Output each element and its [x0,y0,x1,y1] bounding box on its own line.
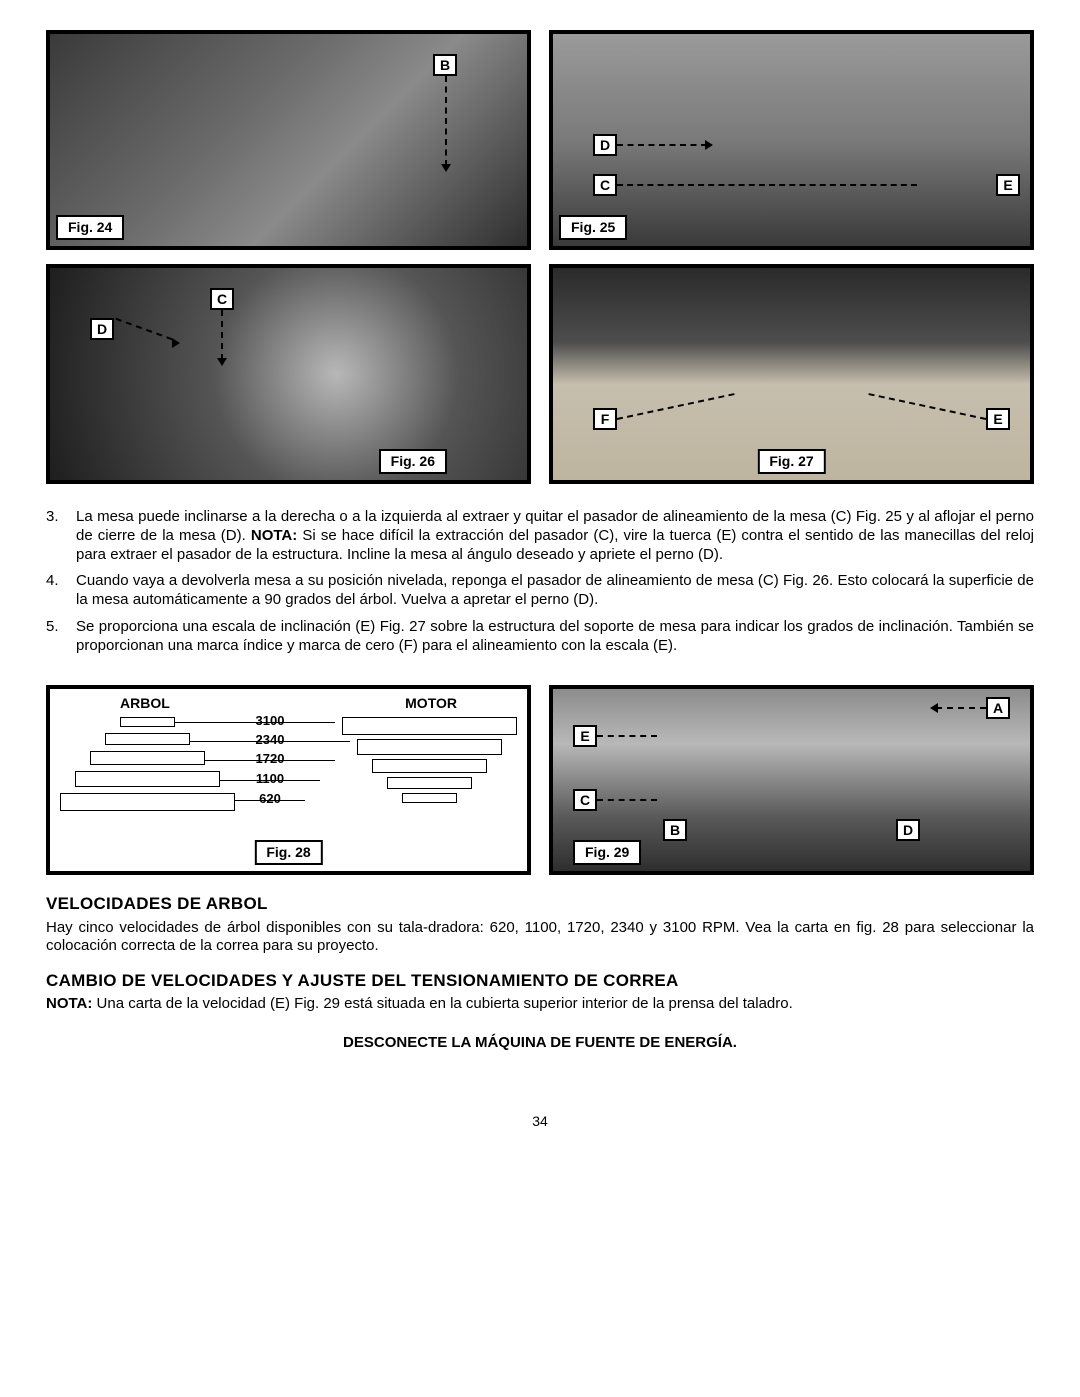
pulley-step [387,777,472,789]
callout-D: D [90,318,114,340]
leader-line [597,799,657,801]
page-number: 34 [46,1113,1034,1131]
leader-line [617,184,917,186]
leader-line [597,735,657,737]
list-item: 3. La mesa puede inclinarse a la derecha… [46,508,1034,564]
speed-value: 3100 [245,713,295,729]
callout-F: F [593,408,617,430]
item-text: La mesa puede inclinarse a la derecha o … [76,508,1034,564]
leader-line [221,310,223,360]
callout-D: D [593,134,617,156]
callout-B: B [433,54,457,76]
pulley-step [357,739,502,755]
figure-label: Fig. 29 [573,840,641,866]
speed-value: 1100 [245,771,295,787]
leader-line [445,76,447,166]
pulley-step [105,733,190,745]
arrowhead-icon [705,140,713,150]
section-body-cambio: NOTA: Una carta de la velocidad (E) Fig.… [46,995,1034,1014]
photo-placeholder [50,268,527,480]
speed-value: 1720 [245,751,295,767]
arrowhead-icon [441,164,451,172]
speed-value: 2340 [245,732,295,748]
figure-29: A E C B D Fig. 29 [549,685,1034,875]
pulley-step [342,717,517,735]
figure-grid-bottom: ARBOL MOTOR 3100 2340 1720 1100 620 [46,685,1034,875]
pulley-step [402,793,457,803]
section-body-velocidades: Hay cinco velocidades de árbol disponibl… [46,919,1034,957]
arbol-label: ARBOL [120,695,170,713]
arrowhead-icon [172,338,180,348]
warning-disconnect: DESCONECTE LA MÁQUINA DE FUENTE DE ENERG… [46,1034,1034,1053]
leader-line [936,707,986,709]
callout-B: B [663,819,687,841]
list-item: 4. Cuando vaya a devolverla mesa a su po… [46,572,1034,610]
figure-label: Fig. 25 [559,215,627,241]
arrowhead-icon [217,358,227,366]
figure-24: B Fig. 24 [46,30,531,250]
figure-28: ARBOL MOTOR 3100 2340 1720 1100 620 [46,685,531,875]
pulley-step [372,759,487,773]
figure-27: F E Fig. 27 [549,264,1034,484]
motor-label: MOTOR [405,695,457,713]
figure-label: Fig. 28 [254,840,322,866]
list-item: 5. Se proporciona una escala de inclinac… [46,618,1034,656]
callout-D: D [896,819,920,841]
arrowhead-icon [930,703,938,713]
callout-A: A [986,697,1010,719]
item-number: 5. [46,618,76,656]
leader-line [617,144,707,146]
speed-value: 620 [245,791,295,807]
figure-25: D C E Fig. 25 [549,30,1034,250]
pulley-step [75,771,220,787]
callout-E: E [996,174,1020,196]
item-text: Se proporciona una escala de inclinación… [76,618,1034,656]
figure-label: Fig. 26 [379,449,447,475]
figure-26: C D Fig. 26 [46,264,531,484]
callout-E: E [573,725,597,747]
figure-grid-top: B Fig. 24 D C E Fig. 25 C D Fig. 26 F E … [46,30,1034,484]
callout-C: C [593,174,617,196]
item-text: Cuando vaya a devolverla mesa a su posic… [76,572,1034,610]
item-number: 3. [46,508,76,564]
callout-C: C [210,288,234,310]
section-heading-velocidades: VELOCIDADES DE ARBOL [46,893,1034,914]
pulley-step [90,751,205,765]
item-number: 4. [46,572,76,610]
callout-C: C [573,789,597,811]
instruction-list: 3. La mesa puede inclinarse a la derecha… [46,508,1034,655]
callout-E: E [986,408,1010,430]
figure-label: Fig. 24 [56,215,124,241]
pulley-step [120,717,175,727]
section-heading-cambio: CAMBIO DE VELOCIDADES Y AJUSTE DEL TENSI… [46,970,1034,991]
pulley-step [60,793,235,811]
figure-label: Fig. 27 [757,449,825,475]
